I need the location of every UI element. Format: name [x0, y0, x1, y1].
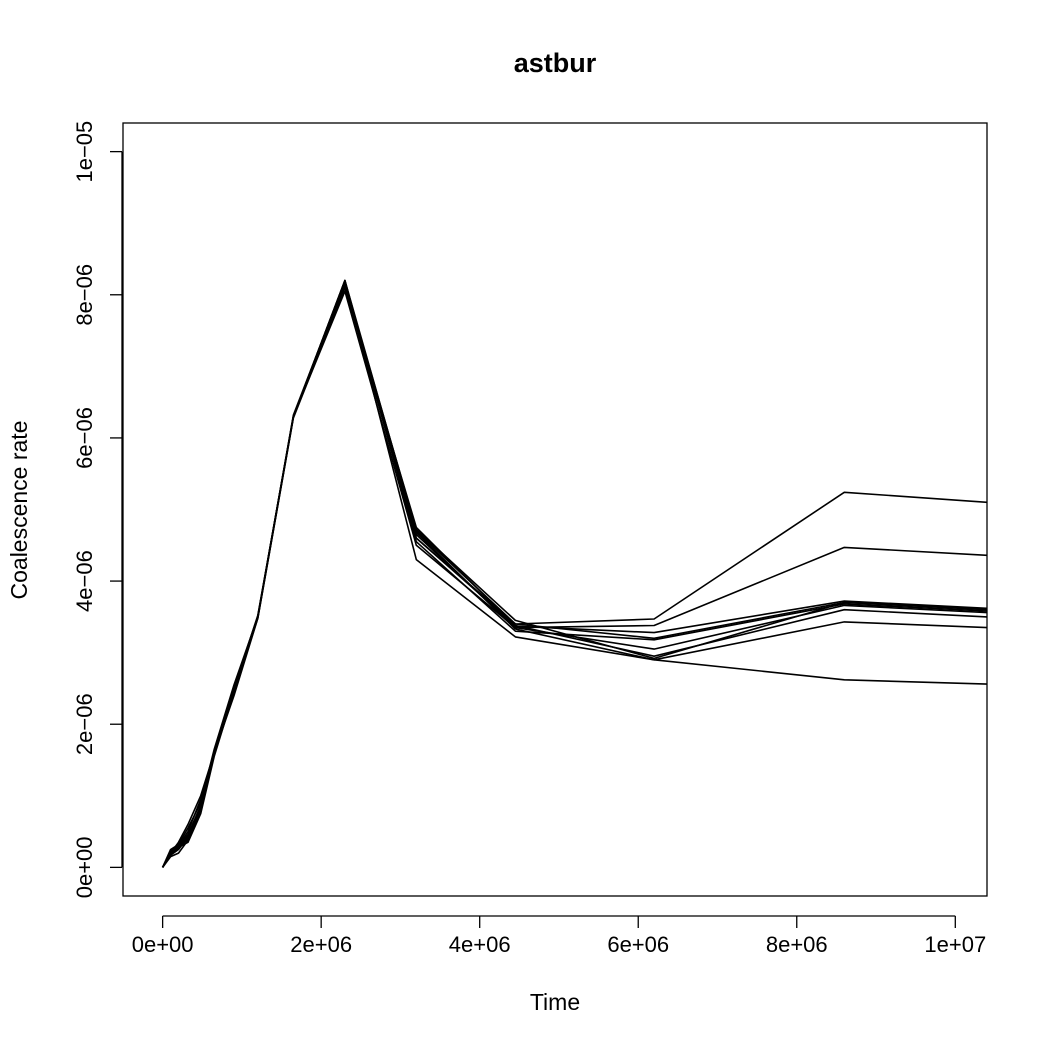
y-axis: 0e+00 2e−06 4e−06 6e−06 8e−06 1e−05 [72, 121, 123, 898]
y-tick-label: 0e+00 [72, 836, 97, 898]
y-tick-label: 8e−06 [72, 264, 97, 326]
series-line-4 [161, 279, 987, 868]
y-tick-label: 4e−06 [72, 550, 97, 612]
series-line-5 [161, 281, 987, 868]
series-line-9 [161, 279, 987, 868]
x-axis: 0e+00 2e+06 4e+06 6e+06 8e+06 1e+07 [132, 915, 986, 957]
series-line-10 [161, 281, 987, 868]
y-tick-label: 2e−06 [72, 693, 97, 755]
series-line-7 [161, 285, 987, 868]
series-line-6 [161, 290, 987, 868]
chart-title: astbur [514, 48, 597, 78]
x-tick-label: 2e+06 [290, 932, 352, 957]
series-layer [161, 279, 987, 868]
series-line-8 [161, 283, 987, 868]
x-tick-label: 8e+06 [766, 932, 828, 957]
series-line-1 [161, 279, 987, 868]
series-line-2 [161, 283, 987, 868]
x-tick-label: 0e+00 [132, 932, 194, 957]
y-tick-label: 1e−05 [72, 121, 97, 183]
y-tick-label: 6e−06 [72, 407, 97, 469]
x-tick-label: 1e+07 [924, 932, 986, 957]
x-tick-label: 6e+06 [607, 932, 669, 957]
x-tick-label: 4e+06 [449, 932, 511, 957]
plot-frame [122, 122, 988, 897]
series-line-3 [161, 286, 987, 868]
y-axis-label: Coalescence rate [6, 421, 32, 600]
x-axis-label: Time [530, 989, 580, 1015]
